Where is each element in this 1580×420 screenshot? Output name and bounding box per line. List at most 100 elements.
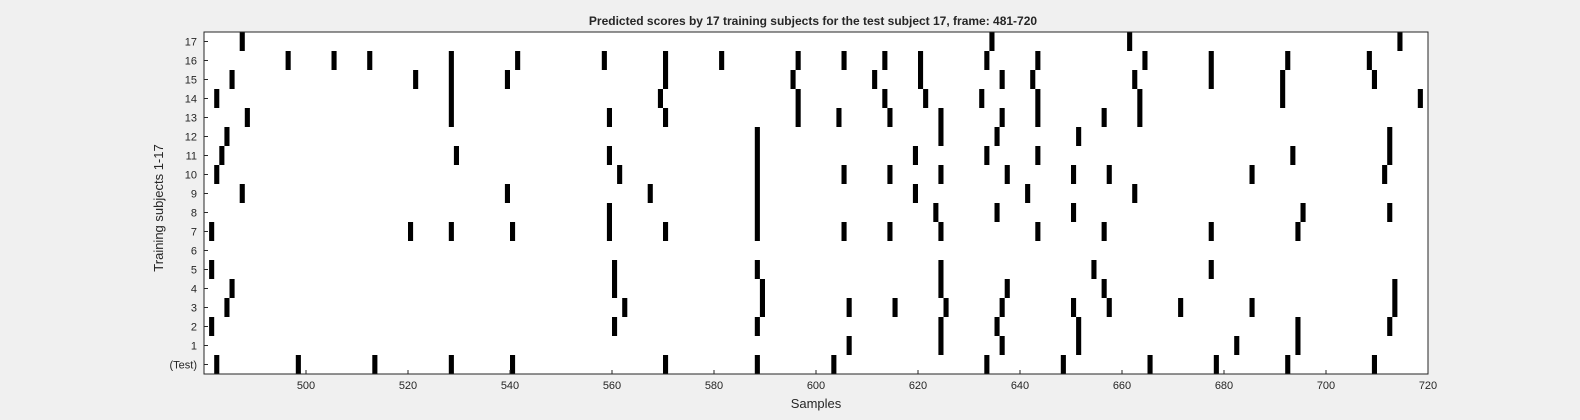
event-mark <box>1387 203 1393 222</box>
event-mark <box>933 203 939 222</box>
event-mark <box>754 260 760 279</box>
event-mark <box>887 165 893 184</box>
event-mark <box>846 298 852 317</box>
event-mark <box>1285 355 1291 374</box>
event-mark <box>1280 89 1286 108</box>
event-mark <box>979 89 985 108</box>
event-mark <box>1101 222 1107 241</box>
x-tick-label: 700 <box>1317 380 1335 392</box>
event-mark <box>1147 355 1153 374</box>
event-mark <box>504 70 510 89</box>
event-mark <box>887 108 893 127</box>
event-mark <box>1300 203 1306 222</box>
plot-area <box>204 32 1428 374</box>
event-mark <box>1387 146 1393 165</box>
event-mark <box>994 203 1000 222</box>
event-mark <box>413 70 419 89</box>
event-mark <box>1132 184 1138 203</box>
event-mark <box>606 222 612 241</box>
event-mark <box>938 279 944 298</box>
event-mark <box>938 222 944 241</box>
event-mark <box>214 355 220 374</box>
event-mark <box>912 184 918 203</box>
event-mark <box>647 184 653 203</box>
event-mark <box>663 51 669 70</box>
y-axis-label: Training subjects 1-17 <box>151 144 166 271</box>
event-mark <box>244 108 250 127</box>
event-mark <box>795 108 801 127</box>
event-mark <box>1208 70 1214 89</box>
event-mark <box>846 336 852 355</box>
event-mark <box>1382 165 1388 184</box>
event-mark <box>984 51 990 70</box>
y-tick-label: 1 <box>191 341 197 353</box>
event-mark <box>754 317 760 336</box>
y-tick-label: 15 <box>185 75 197 87</box>
event-marks <box>209 32 1423 374</box>
x-tick-label: 600 <box>807 380 825 392</box>
event-mark <box>239 32 245 51</box>
event-mark <box>1178 298 1184 317</box>
x-tick-label: 640 <box>1011 380 1029 392</box>
event-mark <box>448 222 454 241</box>
plot-frame <box>203 31 1429 375</box>
event-mark <box>999 108 1005 127</box>
event-mark <box>831 355 837 374</box>
event-mark <box>984 146 990 165</box>
event-mark <box>1127 32 1133 51</box>
event-mark <box>1387 127 1393 146</box>
event-mark <box>836 108 842 127</box>
event-mark <box>663 222 669 241</box>
event-mark <box>209 317 215 336</box>
event-mark <box>754 146 760 165</box>
y-tick-label: 10 <box>185 170 197 182</box>
y-tick-label: 13 <box>185 113 197 125</box>
event-mark <box>1397 32 1403 51</box>
y-tick-label: 8 <box>191 208 197 220</box>
event-mark <box>892 298 898 317</box>
event-mark <box>882 89 888 108</box>
event-mark <box>1071 203 1077 222</box>
chart-title: Predicted scores by 17 training subjects… <box>589 14 1037 28</box>
event-mark <box>923 89 929 108</box>
event-mark <box>657 89 663 108</box>
event-mark <box>1137 108 1143 127</box>
event-mark <box>1142 51 1148 70</box>
event-mark <box>408 222 414 241</box>
event-mark <box>841 165 847 184</box>
event-mark <box>1290 146 1296 165</box>
event-mark <box>1366 51 1372 70</box>
event-mark <box>1249 298 1255 317</box>
y-tick-label: (Test) <box>170 360 198 372</box>
event-mark <box>224 298 230 317</box>
event-mark <box>882 51 888 70</box>
event-mark <box>209 260 215 279</box>
event-mark <box>1076 336 1082 355</box>
event-mark <box>999 70 1005 89</box>
event-mark <box>1035 222 1041 241</box>
event-mark <box>448 89 454 108</box>
event-mark <box>759 298 765 317</box>
event-mark <box>219 146 225 165</box>
event-mark <box>285 51 291 70</box>
event-mark <box>918 70 924 89</box>
y-tick-label: 12 <box>185 132 197 144</box>
event-mark <box>1071 298 1077 317</box>
event-mark <box>1392 298 1398 317</box>
event-mark <box>1295 317 1301 336</box>
event-mark <box>1035 146 1041 165</box>
event-mark <box>994 127 1000 146</box>
y-tick-label: 14 <box>185 94 197 106</box>
event-mark <box>612 317 618 336</box>
y-tick-label: 5 <box>191 265 197 277</box>
event-mark <box>229 279 235 298</box>
event-mark <box>515 51 521 70</box>
event-mark <box>622 298 628 317</box>
event-mark <box>1035 108 1041 127</box>
y-tick-label: 2 <box>191 322 197 334</box>
y-tick-label: 9 <box>191 189 197 201</box>
event-mark <box>1071 165 1077 184</box>
event-mark <box>1004 165 1010 184</box>
event-mark <box>943 298 949 317</box>
event-mark <box>1417 89 1423 108</box>
